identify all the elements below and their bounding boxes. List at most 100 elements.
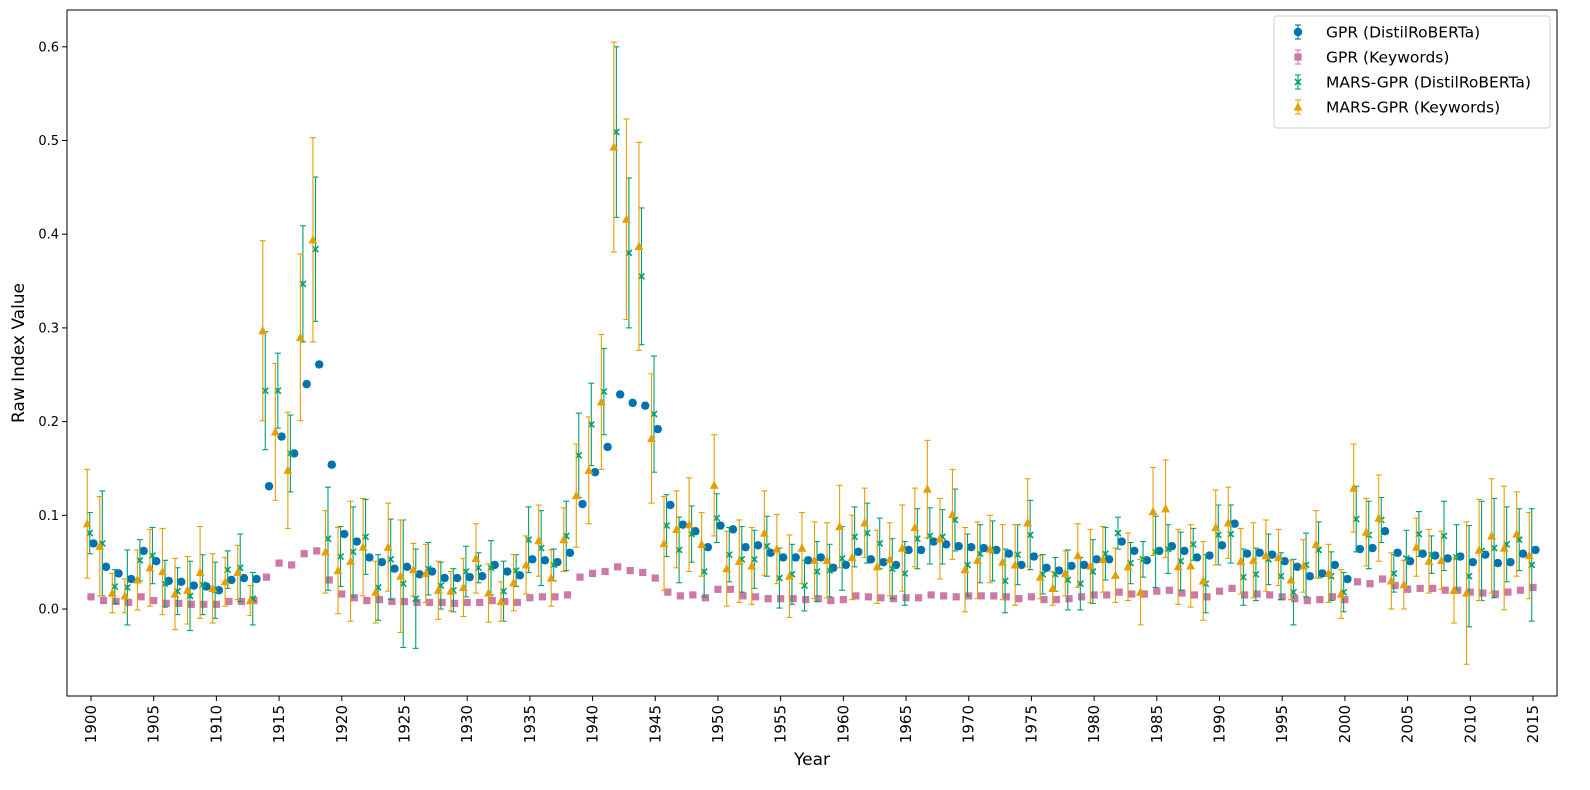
data-point	[183, 585, 192, 594]
data-point	[1441, 586, 1449, 594]
data-point	[622, 214, 631, 223]
data-point	[476, 598, 484, 607]
data-point	[1211, 522, 1221, 532]
data-point	[1366, 580, 1374, 588]
data-point	[400, 597, 409, 606]
data-point	[565, 548, 575, 557]
data-point	[1305, 572, 1315, 581]
legend-marker	[1293, 102, 1303, 111]
data-point	[716, 521, 725, 530]
x-tick-label: 1900	[82, 705, 100, 743]
data-point	[425, 598, 434, 607]
data-point	[1474, 545, 1484, 554]
data-point	[791, 553, 800, 562]
data-point	[1416, 584, 1424, 592]
data-point	[639, 568, 647, 577]
data-point	[1178, 589, 1186, 597]
data-point	[1378, 575, 1387, 583]
data-point	[1424, 556, 1434, 565]
data-point	[352, 537, 362, 546]
data-point	[150, 596, 158, 605]
data-point	[1491, 590, 1499, 598]
y-tick-label: 0.1	[38, 509, 59, 524]
data-point	[89, 539, 98, 548]
data-point	[471, 553, 481, 563]
data-point	[1493, 558, 1503, 568]
data-point	[270, 427, 280, 436]
data-point	[709, 480, 719, 489]
data-point	[321, 547, 330, 556]
legend-label: GPR (DistilRoBERTa)	[1326, 24, 1480, 42]
data-point	[785, 571, 794, 580]
data-point	[202, 582, 211, 591]
x-tick-label: 1905	[145, 705, 163, 743]
data-point	[1443, 554, 1452, 563]
data-point	[1198, 576, 1208, 585]
data-point	[653, 424, 662, 434]
x-tick-label: 1930	[458, 705, 476, 743]
data-point	[1236, 556, 1246, 565]
data-point	[885, 554, 895, 563]
data-point	[1085, 561, 1095, 570]
data-point	[1148, 506, 1158, 516]
data-point	[1361, 527, 1371, 536]
data-point	[1479, 589, 1487, 597]
data-point	[396, 571, 406, 580]
data-point	[1004, 549, 1014, 558]
data-point	[1092, 555, 1101, 564]
data-point	[1248, 555, 1258, 564]
data-point	[412, 595, 420, 603]
data-point	[1052, 596, 1061, 604]
data-point	[1380, 527, 1390, 536]
data-point	[1261, 550, 1271, 560]
data-point	[977, 592, 985, 600]
data-point	[590, 467, 600, 477]
plot-frame	[66, 9, 1558, 697]
data-point	[954, 542, 963, 551]
data-point	[676, 592, 684, 600]
data-point	[478, 572, 487, 581]
x-axis-label: Year	[793, 750, 830, 770]
data-point	[363, 596, 371, 605]
data-point	[1293, 562, 1302, 572]
data-point	[1341, 596, 1349, 604]
data-point	[1393, 548, 1402, 557]
data-point	[701, 594, 710, 602]
legend-label: MARS-GPR (Keywords)	[1326, 99, 1500, 117]
data-point	[1067, 561, 1076, 571]
data-point	[584, 465, 594, 474]
data-point	[839, 596, 847, 604]
data-point	[739, 592, 747, 600]
data-point	[726, 585, 735, 593]
x-tick-label: 1980	[1085, 705, 1103, 743]
data-point	[1136, 587, 1145, 596]
data-point	[697, 539, 707, 548]
data-point	[252, 574, 261, 584]
data-point	[1449, 585, 1459, 594]
data-point	[195, 567, 205, 577]
data-point	[538, 593, 547, 601]
data-point	[496, 596, 506, 606]
data-point	[860, 517, 870, 527]
data-point	[125, 598, 133, 607]
data-point	[137, 593, 145, 601]
data-point	[1524, 550, 1534, 560]
x-tick-label: 1960	[834, 705, 852, 743]
data-point	[1090, 591, 1098, 599]
data-point	[187, 600, 195, 608]
data-point	[1161, 503, 1171, 513]
data-point	[1128, 590, 1136, 598]
data-point	[208, 583, 218, 592]
data-point	[626, 566, 634, 575]
data-point	[1518, 549, 1528, 558]
data-point	[789, 595, 797, 603]
data-point	[1437, 555, 1446, 564]
y-tick-label: 0.4	[38, 228, 59, 243]
data-point	[170, 589, 180, 598]
data-point	[1103, 591, 1111, 599]
legend-label: GPR (Keywords)	[1326, 49, 1449, 67]
data-point	[1512, 529, 1522, 538]
data-point	[772, 544, 782, 553]
data-point	[1368, 543, 1377, 553]
x-tick-label: 1920	[333, 705, 351, 743]
